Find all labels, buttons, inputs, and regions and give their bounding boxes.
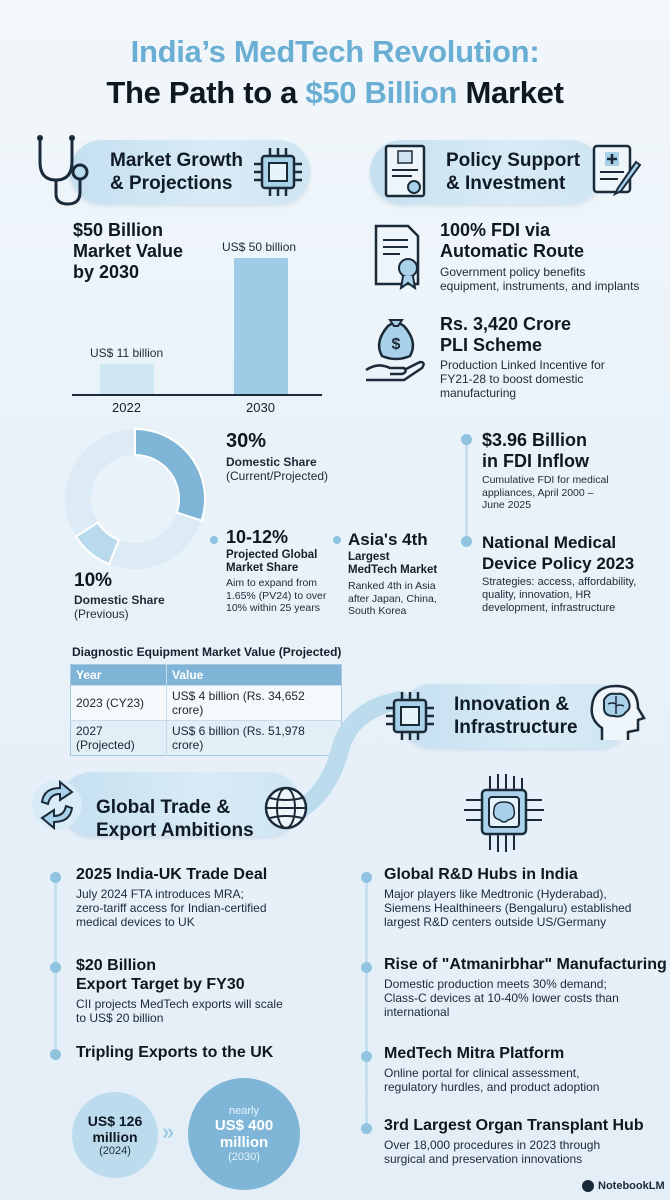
- bullet-dot: [333, 536, 341, 544]
- title-line-2: The Path to a $50 Billion Market: [106, 75, 564, 110]
- list-item: Global R&D Hubs in India Major players l…: [384, 866, 632, 929]
- list-item: 3rd Largest Organ Transplant Hub Over 18…: [384, 1117, 644, 1166]
- chart-baseline: [72, 394, 322, 396]
- col-header-value: Value: [166, 664, 342, 686]
- market-value-heading: $50 Billion Market Value by 2030: [73, 220, 184, 282]
- bullet-dot: [361, 1051, 372, 1062]
- market-bar-chart: US$ 11 billion US$ 50 billion 2022 2030: [72, 230, 330, 420]
- bullet-dot: [461, 434, 472, 445]
- table-row: 2023 (CY23) US$ 4 billion (Rs. 34,652 cr…: [70, 685, 342, 721]
- fdi-inflow-desc: Cumulative FDI for medical appliances, Ap…: [482, 474, 609, 511]
- globe-icon: [264, 786, 308, 830]
- innovation-title: Innovation & Infrastructure: [454, 694, 578, 738]
- medical-clipboard-icon: [592, 144, 642, 197]
- trade-title: Global Trade & Export Ambitions: [96, 797, 254, 841]
- domestic-share-donut: [65, 427, 206, 569]
- connector-curve: [291, 691, 409, 819]
- asia-sub: Largest MedTech Market: [348, 551, 438, 576]
- timeline-line: [465, 440, 468, 540]
- asia-title: Asia's 4th: [348, 530, 428, 549]
- bar-label-2030: US$ 50 billion: [222, 240, 297, 254]
- tripling-title: Tripling Exports to the UK: [76, 1044, 274, 1061]
- share-current-value: 30%: [226, 430, 267, 452]
- bullet-dot: [50, 872, 61, 883]
- share-prev-value: 10%: [74, 570, 113, 591]
- table-header-row: Year Value: [70, 664, 342, 686]
- export-2024-circle: US$ 126 million (2024): [72, 1092, 158, 1178]
- donut-slice-current: [134, 427, 206, 522]
- x-tick-2030: 2030: [246, 400, 275, 415]
- pli-desc: Production Linked Incentive for FY21-28 t…: [440, 358, 605, 400]
- share-prev-label: Domestic Share (Previous): [74, 593, 165, 621]
- policy-document-icon: [384, 144, 426, 198]
- bullet-dot: [210, 536, 218, 544]
- notebooklm-logo-icon: [582, 1180, 594, 1192]
- list-item: MedTech Mitra Platform Online portal for…: [384, 1045, 600, 1094]
- timeline-line: [365, 880, 368, 1130]
- list-item: Rise of "Atmanirbhar" Manufacturing Dome…: [384, 956, 667, 1019]
- chip-icon: [254, 148, 302, 196]
- list-item: 2025 India-UK Trade Deal July 2024 FTA i…: [76, 866, 268, 929]
- list-item: $20 Billion Export Target by FY30 CII pro…: [76, 957, 283, 1025]
- market-growth-title: Market Growth & Projections: [110, 150, 244, 194]
- policy-title: Policy Support & Investment: [446, 150, 581, 194]
- bullet-dot: [50, 1049, 61, 1060]
- export-2030-circle: nearly US$ 400 million (2030): [188, 1078, 300, 1190]
- global-share-desc: Aim to expand from 1.65% (PV24) to over 10…: [226, 577, 327, 614]
- bar-2030: [234, 258, 288, 394]
- stethoscope-icon: [37, 135, 89, 206]
- exchange-arrows-icon: [32, 779, 82, 831]
- diagnostic-title: Diagnostic Equipment Market Value (Proje…: [72, 645, 342, 659]
- share-current-label: Domestic Share (Current/Projected): [226, 455, 329, 483]
- x-tick-2022: 2022: [112, 400, 141, 415]
- certificate-icon: [374, 224, 420, 290]
- global-share-value: 10-12%: [226, 527, 289, 547]
- bullet-dot: [361, 1123, 372, 1134]
- bullet-dot: [461, 536, 472, 547]
- fdi-title: 100% FDI via Automatic Route: [440, 220, 584, 261]
- nmdp-title: National Medical Device Policy 2023: [482, 533, 635, 573]
- svg-text:$: $: [392, 336, 401, 353]
- col-header-year: Year: [70, 664, 167, 686]
- brain-head-icon: [590, 684, 646, 740]
- donut-slice-previous: [74, 521, 121, 566]
- trade-heading: [60, 772, 300, 836]
- table-row: 2027 (Projected) US$ 6 billion (Rs. 51,9…: [70, 720, 342, 756]
- footer-brand: NotebookLM: [582, 1180, 665, 1192]
- asia-desc: Ranked 4th in Asia after Japan, China, Sou…: [348, 580, 437, 617]
- global-share-label: Projected Global Market Share: [226, 549, 318, 574]
- bullet-dot: [361, 962, 372, 973]
- chip-icon: [386, 692, 434, 740]
- brain-chip-icon: [464, 774, 544, 852]
- bar-label-2022: US$ 11 billion: [90, 346, 164, 361]
- title-line-1: India’s MedTech Revolution:: [130, 34, 540, 69]
- diagnostic-table: Year Value 2023 (CY23) US$ 4 billion (Rs…: [70, 664, 342, 756]
- nmdp-desc: Strategies: access, affordability, qualit…: [482, 576, 637, 614]
- bullet-dot: [361, 872, 372, 883]
- pli-title: Rs. 3,420 Crore PLI Scheme: [440, 314, 572, 355]
- bullet-dot: [50, 962, 61, 973]
- bar-2022: [100, 364, 154, 394]
- money-hand-icon: $: [365, 319, 425, 382]
- chevron-right-icon: »: [162, 1119, 175, 1144]
- fdi-inflow-title: $3.96 Billion in FDI Inflow: [482, 430, 589, 471]
- fdi-desc: Government policy benefits equipment, ins…: [440, 265, 640, 293]
